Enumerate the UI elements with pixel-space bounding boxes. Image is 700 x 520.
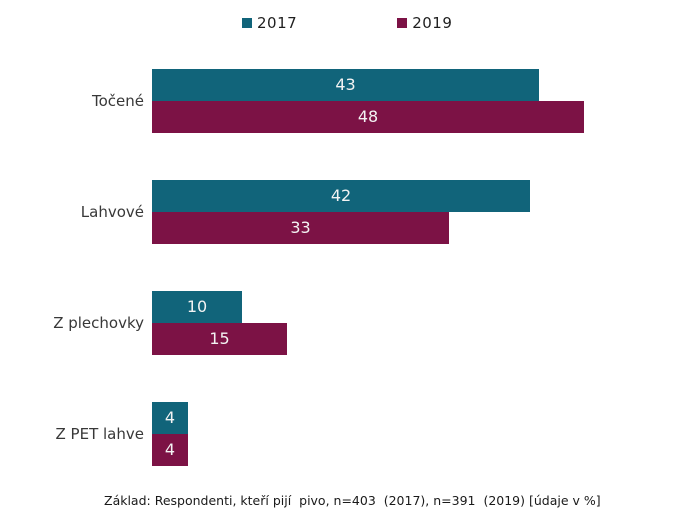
bar-value-label: 43 [335, 75, 356, 94]
bar-value-label: 10 [186, 297, 208, 316]
legend-item-2019: 2019 [397, 14, 452, 32]
bar-value-label: 48 [357, 107, 379, 126]
category-label: Točené [91, 92, 144, 110]
category-label: Z PET lahve [55, 425, 144, 443]
legend-swatch-2019-icon [397, 18, 408, 28]
bar-2019: 4 [152, 434, 188, 466]
category-label: Lahvové [80, 203, 144, 221]
bar-value-label: 33 [290, 218, 311, 237]
plot-area: Točené 43 48 Lahvové 42 33 Z plechovky 10 15 Z PE… [0, 69, 700, 513]
bar-2019: 48 [152, 101, 584, 133]
category-label: Z plechovky [53, 314, 144, 332]
category-row: Z PET lahve 4 4 [0, 402, 700, 466]
bar-value-label: 42 [330, 186, 352, 205]
bar-value-label: 4 [164, 440, 176, 459]
category-row: Z plechovky 10 15 [0, 291, 700, 355]
bar-2019: 33 [152, 212, 449, 244]
bar-2017: 43 [152, 69, 539, 101]
bar-2019: 15 [152, 323, 287, 355]
legend-label-2019: 2019 [412, 14, 453, 32]
legend-item-2017: 2017 [242, 14, 297, 32]
category-row: Točené 43 48 [0, 69, 700, 133]
legend: 2017 2019 [242, 14, 452, 32]
legend-label-2017: 2017 [257, 14, 298, 32]
bar-group: 43 48 [152, 69, 700, 133]
base-note: Základ: Respondenti, kteří pijí pivo, n=… [104, 493, 601, 508]
bar-2017: 10 [152, 291, 242, 323]
bar-group: 42 33 [152, 180, 700, 244]
legend-swatch-2017-icon [242, 18, 252, 28]
category-row: Lahvové 42 33 [0, 180, 700, 244]
bar-group: 10 15 [152, 291, 700, 355]
bar-2017: 42 [152, 180, 530, 212]
bar-value-label: 15 [209, 329, 230, 348]
bar-value-label: 4 [164, 408, 176, 427]
bar-2017: 4 [152, 402, 188, 434]
